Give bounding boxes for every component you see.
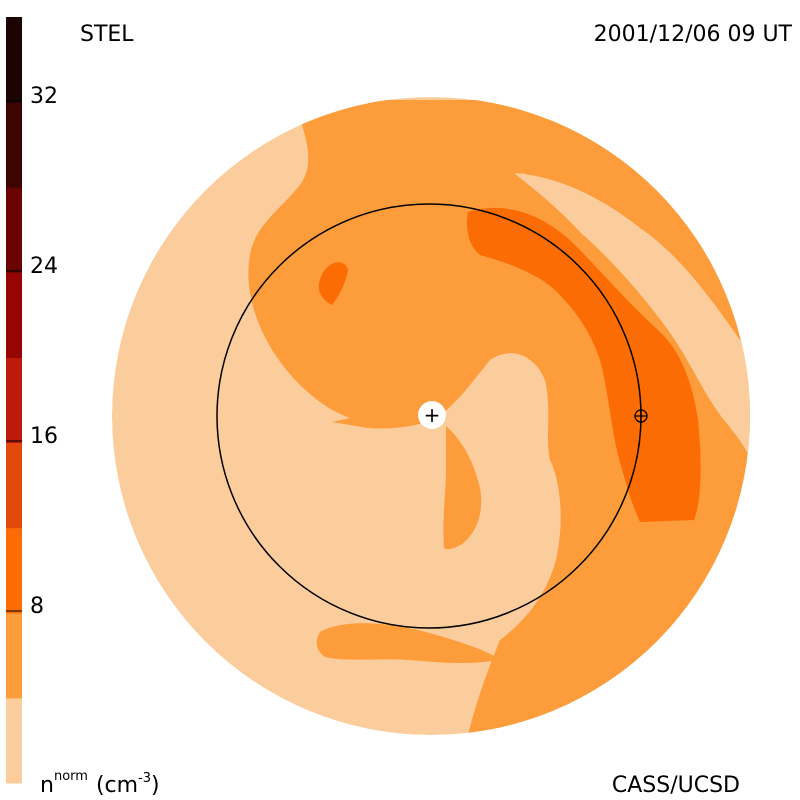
unit-superscript: norm	[54, 769, 88, 784]
earth-marker	[634, 409, 648, 423]
unit-quantity: n	[40, 773, 54, 798]
colorbar-tick-label: 16	[30, 424, 58, 449]
colorbar-tick-label: 24	[30, 254, 58, 279]
sun-disk	[418, 401, 446, 429]
colorbar-unit-label: nnorm (cm-3)	[40, 769, 160, 798]
colorbar-ticks: 32 24 16 8	[6, 84, 58, 619]
colorbar-band	[6, 357, 22, 444]
density-region-high	[318, 262, 348, 305]
colorbar-band	[6, 187, 22, 273]
density-region-low	[514, 173, 750, 480]
colorbar-band	[6, 612, 22, 699]
institution-label: CASS/UCSD	[612, 773, 740, 798]
colorbar-band	[6, 442, 22, 529]
colorbar-band	[6, 272, 22, 358]
colorbar-bands	[6, 17, 22, 784]
sun-symbol: +	[424, 403, 441, 427]
density-region-mid	[443, 426, 482, 550]
sun-marker: +	[418, 401, 446, 429]
timestamp-label: 2001/12/06 09 UT	[594, 22, 793, 47]
unit-open: (cm	[96, 773, 138, 798]
colorbar-tick-label: 8	[30, 594, 44, 619]
colorbar-band	[6, 527, 22, 614]
observatory-label: STEL	[80, 22, 134, 47]
density-disc	[112, 97, 750, 735]
colorbar-band	[6, 17, 22, 103]
unit-close: )	[151, 773, 160, 798]
colorbar-band	[6, 697, 22, 784]
colorbar: 32 24 16 8	[6, 17, 58, 784]
density-region-high	[466, 207, 701, 522]
colorbar-band	[6, 102, 22, 188]
unit-exponent: -3	[138, 771, 151, 786]
colorbar-tick-label: 32	[30, 84, 58, 109]
density-region-mid	[316, 623, 500, 664]
